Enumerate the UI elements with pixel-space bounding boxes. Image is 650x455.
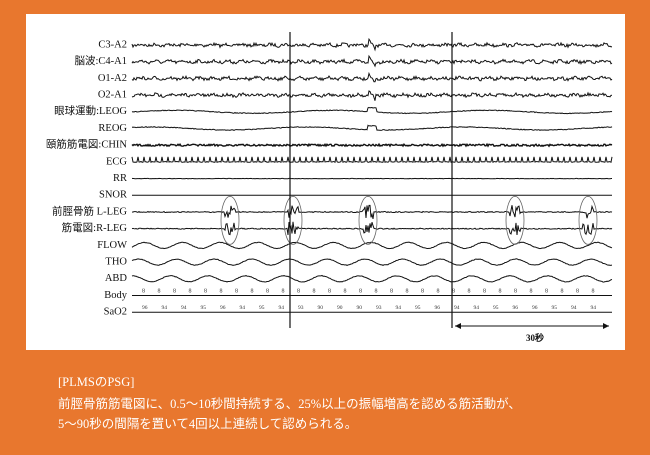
channel-label: C3-A2 [98,39,127,50]
body-mark: 8 [530,289,533,295]
body-mark: 8 [359,289,362,295]
channel-label: Body [104,290,128,301]
body-mark: 8 [468,289,471,295]
sao2-value: 95 [415,305,421,311]
sao2-value: 96 [142,305,148,311]
scale-label: 30秒 [526,332,544,343]
body-mark: 8 [483,289,486,295]
channel-label: ECG [106,156,127,167]
body-mark: 8 [499,289,502,295]
body-mark: 8 [173,289,176,295]
body-mark: 8 [142,289,145,295]
sao2-value: 90 [337,305,343,311]
channel-label: FLOW [97,240,127,251]
channel-label: SNOR [99,190,127,201]
sao2-value: 95 [201,305,207,311]
channel-label: 眼球運動:LEOG [54,104,127,117]
sao2-value: 94 [571,305,577,311]
caption-line: 5～90秒の間隔を置いて4回以上連続して認められる。 [58,416,357,431]
body-mark: 8 [251,289,254,295]
sao2-value: 94 [396,305,402,311]
body-mark: 8 [204,289,207,295]
sao2-value: 94 [181,305,187,311]
body-mark: 8 [328,289,331,295]
body-mark: 8 [406,289,409,295]
sao2-value: 94 [279,305,285,311]
body-mark: 8 [235,289,238,295]
body-mark: 8 [313,289,316,295]
body-mark: 8 [592,289,595,295]
sao2-value: 95 [552,305,558,311]
sao2-value: 94 [454,305,460,311]
sao2-value: 96 [435,305,441,311]
caption-title: [PLMSのPSG] [58,375,134,389]
sao2-value: 94 [591,305,597,311]
body-mark: 8 [561,289,564,295]
body-mark: 8 [375,289,378,295]
channel-label: THO [105,257,127,268]
channel-label: 前脛骨筋 L-LEG [52,204,127,217]
sao2-value: 90 [318,305,324,311]
body-mark: 8 [576,289,579,295]
sao2-value: 96 [220,305,226,311]
channel-label: ABD [105,273,128,284]
sao2-value: 93 [298,305,304,311]
body-mark: 8 [297,289,300,295]
sao2-value: 90 [357,305,363,311]
channel-label: RR [113,173,127,184]
body-mark: 8 [545,289,548,295]
body-mark: 8 [452,289,455,295]
channel-label: 筋電図:R-LEG [62,221,128,234]
channel-label: 脳波:C4-A1 [75,54,128,67]
body-mark: 8 [344,289,347,295]
sao2-value: 95 [493,305,499,311]
channel-label: SaO2 [104,307,127,318]
body-mark: 8 [220,289,223,295]
body-mark: 8 [437,289,440,295]
channel-label: O1-A2 [98,73,127,84]
channel-label: O2-A1 [98,90,127,101]
body-mark: 8 [189,289,192,295]
sao2-value: 93 [376,305,382,311]
sao2-value: 94 [162,305,168,311]
channel-label: REOG [98,123,127,134]
body-mark: 8 [514,289,517,295]
sao2-value: 94 [474,305,480,311]
body-mark: 8 [266,289,269,295]
sao2-value: 96 [532,305,538,311]
sao2-value: 95 [259,305,265,311]
sao2-value: 94 [240,305,246,311]
body-mark: 8 [158,289,161,295]
sao2-value: 96 [513,305,519,311]
channel-label: 頤筋筋電図:CHIN [46,138,127,151]
caption-line: 前脛骨筋筋電図に、0.5～10秒間持続する、25%以上の振幅増高を認める筋活動が… [58,396,521,411]
body-mark: 8 [421,289,424,295]
body-mark: 8 [282,289,285,295]
body-mark: 8 [390,289,393,295]
